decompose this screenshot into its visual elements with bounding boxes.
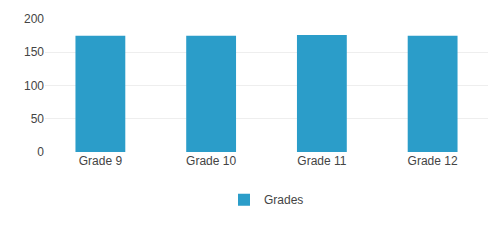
svg-text:0: 0 (37, 145, 44, 159)
svg-text:50: 50 (31, 112, 45, 126)
svg-text:200: 200 (24, 12, 44, 26)
svg-text:Grade 12: Grade 12 (408, 154, 458, 168)
svg-text:100: 100 (24, 79, 44, 93)
svg-text:Grades: Grades (264, 193, 303, 207)
svg-text:Grade 11: Grade 11 (297, 154, 346, 168)
svg-text:Grade 10: Grade 10 (186, 154, 236, 168)
svg-text:Grade 9: Grade 9 (79, 154, 123, 168)
svg-text:150: 150 (24, 45, 44, 59)
